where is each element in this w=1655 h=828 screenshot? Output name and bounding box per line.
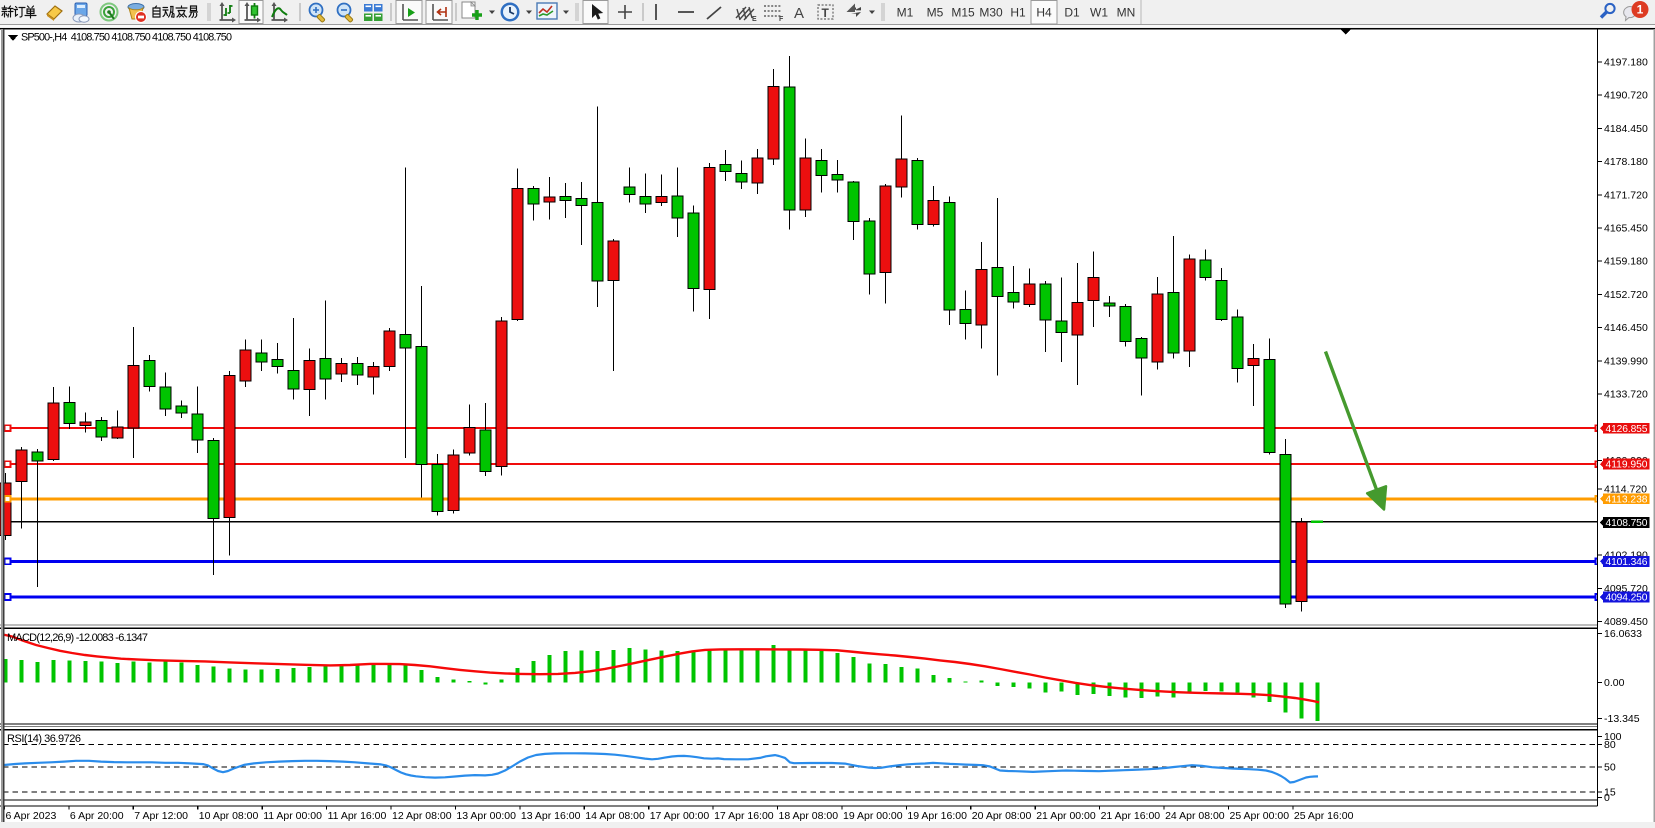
svg-text:1: 1	[1637, 3, 1644, 17]
svg-text:M5: M5	[927, 6, 944, 20]
svg-text:24 Apr 08:00: 24 Apr 08:00	[1165, 810, 1225, 822]
svg-text:16.0633: 16.0633	[1604, 628, 1642, 640]
svg-text:4094.250: 4094.250	[1606, 593, 1648, 604]
svg-text:F: F	[779, 16, 784, 23]
svg-text:-13.345: -13.345	[1604, 713, 1640, 725]
svg-text:19 Apr 00:00: 19 Apr 00:00	[843, 810, 903, 822]
svg-text:50: 50	[1604, 761, 1616, 773]
svg-text:4108.750: 4108.750	[1606, 518, 1648, 529]
svg-text:80: 80	[1604, 739, 1616, 751]
svg-text:100: 100	[1604, 731, 1622, 743]
svg-text:4119.950: 4119.950	[1606, 460, 1648, 471]
svg-text:13 Apr 00:00: 13 Apr 00:00	[456, 810, 516, 822]
svg-text:4139.990: 4139.990	[1604, 355, 1648, 367]
svg-text:14 Apr 08:00: 14 Apr 08:00	[585, 810, 645, 822]
svg-text:21 Apr 16:00: 21 Apr 16:00	[1101, 810, 1161, 822]
svg-text:4171.720: 4171.720	[1604, 189, 1648, 201]
svg-text:T: T	[822, 6, 830, 20]
svg-text:4184.450: 4184.450	[1604, 123, 1648, 135]
svg-text:17 Apr 00:00: 17 Apr 00:00	[650, 810, 710, 822]
svg-text:4159.180: 4159.180	[1604, 256, 1648, 268]
svg-text:21 Apr 00:00: 21 Apr 00:00	[1036, 810, 1096, 822]
svg-text:4126.855: 4126.855	[1606, 424, 1648, 435]
svg-text:4165.450: 4165.450	[1604, 223, 1648, 235]
svg-text:6 Apr 2023: 6 Apr 2023	[6, 810, 57, 822]
svg-text:6 Apr 20:00: 6 Apr 20:00	[70, 810, 124, 822]
svg-text:4114.720: 4114.720	[1604, 484, 1647, 496]
svg-text:4113.238: 4113.238	[1606, 494, 1648, 505]
svg-text:4190.720: 4190.720	[1604, 90, 1648, 102]
svg-text:7 Apr 12:00: 7 Apr 12:00	[134, 810, 188, 822]
svg-text:19 Apr 16:00: 19 Apr 16:00	[907, 810, 967, 822]
svg-text:25 Apr 16:00: 25 Apr 16:00	[1294, 810, 1354, 822]
svg-text:4146.450: 4146.450	[1604, 322, 1648, 334]
svg-text:M1: M1	[897, 6, 914, 20]
svg-text:11 Apr 16:00: 11 Apr 16:00	[328, 810, 387, 822]
svg-text:M30: M30	[979, 6, 1003, 20]
svg-text:4089.450: 4089.450	[1604, 616, 1648, 628]
svg-text:25 Apr 00:00: 25 Apr 00:00	[1230, 810, 1290, 822]
svg-text:12 Apr 08:00: 12 Apr 08:00	[392, 810, 452, 822]
svg-text:18 Apr 08:00: 18 Apr 08:00	[779, 810, 839, 822]
svg-text:4178.180: 4178.180	[1604, 156, 1648, 168]
svg-text:A: A	[794, 5, 804, 22]
svg-text:W1: W1	[1090, 6, 1108, 20]
svg-text:0.00: 0.00	[1604, 677, 1625, 689]
svg-text:0: 0	[1604, 792, 1610, 804]
svg-text:4101.346: 4101.346	[1606, 557, 1648, 568]
svg-text:4133.720: 4133.720	[1604, 389, 1648, 401]
svg-text:RSI(14) 36.9726: RSI(14) 36.9726	[7, 733, 81, 745]
svg-text:D1: D1	[1064, 6, 1080, 20]
svg-text:11 Apr 00:00: 11 Apr 00:00	[263, 810, 322, 822]
svg-text:13 Apr 16:00: 13 Apr 16:00	[521, 810, 581, 822]
svg-text:E: E	[752, 16, 757, 23]
svg-text:M15: M15	[951, 6, 975, 20]
svg-text:4152.720: 4152.720	[1604, 289, 1648, 301]
svg-text:4197.180: 4197.180	[1604, 57, 1648, 69]
svg-text:H1: H1	[1010, 6, 1026, 20]
svg-text:10 Apr 08:00: 10 Apr 08:00	[199, 810, 259, 822]
svg-text:H4: H4	[1036, 6, 1052, 20]
svg-text:SP500-,H4 4108.750 4108.750 4: SP500-,H4 4108.750 4108.750 4108.750 410…	[21, 32, 232, 44]
svg-text:20 Apr 08:00: 20 Apr 08:00	[972, 810, 1032, 822]
svg-text:MN: MN	[1117, 6, 1136, 20]
svg-text:17 Apr 16:00: 17 Apr 16:00	[714, 810, 774, 822]
svg-text:15: 15	[1604, 787, 1616, 799]
svg-text:MACD(12,26,9) -12.0083 -6.1347: MACD(12,26,9) -12.0083 -6.1347	[7, 632, 148, 644]
